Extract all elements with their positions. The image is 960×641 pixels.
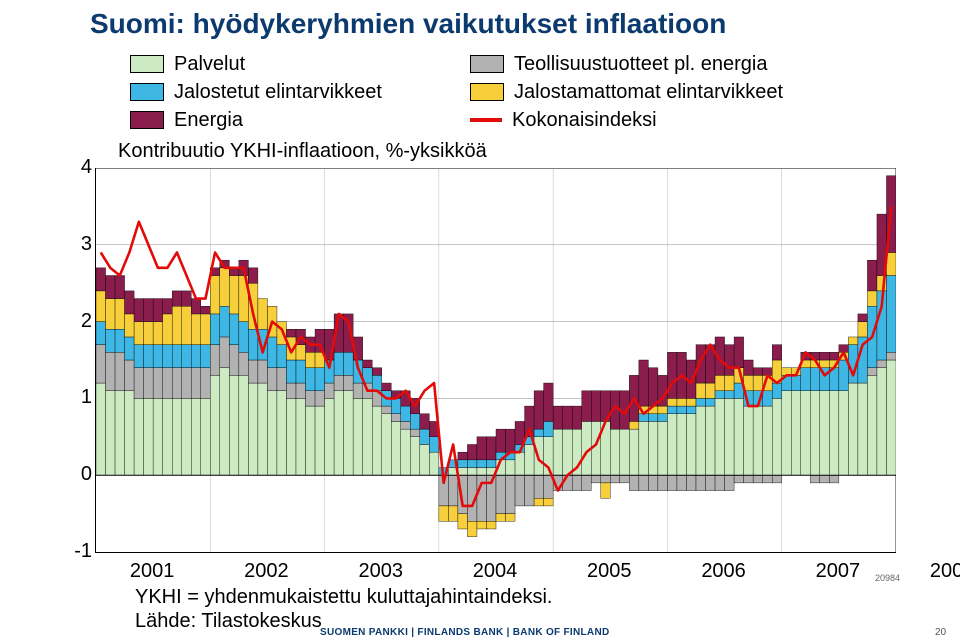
legend-label: Palvelut [174,53,245,76]
x-tick: 2008 [902,560,960,583]
legend-label: Jalostetut elintarvikkeet [174,81,382,104]
chart-subtitle: Kontribuutio YKHI-inflaatioon, %-yksikkö… [118,140,487,163]
swatch-energia [130,111,164,129]
slide: Suomi: hyödykeryhmien vaikutukset inflaa… [0,0,960,641]
swatch-jalostamattomat [470,83,504,101]
note-source: Lähde: Tilastokeskus [135,610,322,633]
chart-svg [96,168,896,552]
x-tick: 2004 [445,560,545,583]
y-tick: -1 [70,540,92,563]
swatch-kokonais [470,118,502,122]
y-tick: 0 [70,463,92,486]
page-number: 20 [935,627,946,638]
legend: Palvelut Teollisuustuotteet pl. energia … [130,50,810,134]
legend-label: Jalostamattomat elintarvikkeet [514,81,783,104]
legend-label: Energia [174,109,243,132]
legend-label: Teollisuustuotteet pl. energia [514,53,768,76]
x-tick: 2005 [559,560,659,583]
x-tick: 2001 [102,560,202,583]
swatch-palvelut [130,55,164,73]
y-tick: 2 [70,310,92,333]
chart-id: 20984 [875,573,900,583]
y-tick: 3 [70,233,92,256]
x-tick: 2003 [331,560,431,583]
swatch-jalostetut [130,83,164,101]
x-tick: 2007 [788,560,888,583]
note-ykhi: YKHI = yhdenmukaistettu kuluttajahintain… [135,586,552,609]
y-tick: 1 [70,386,92,409]
page-title: Suomi: hyödykeryhmien vaikutukset inflaa… [90,8,726,40]
footer: SUOMEN PANKKI | FINLANDS BANK | BANK OF … [320,627,610,638]
swatch-teollisuus [470,55,504,73]
x-tick: 2002 [216,560,316,583]
legend-label: Kokonaisindeksi [512,109,657,132]
y-tick: 4 [70,156,92,179]
x-tick: 2006 [674,560,774,583]
chart [95,168,896,553]
